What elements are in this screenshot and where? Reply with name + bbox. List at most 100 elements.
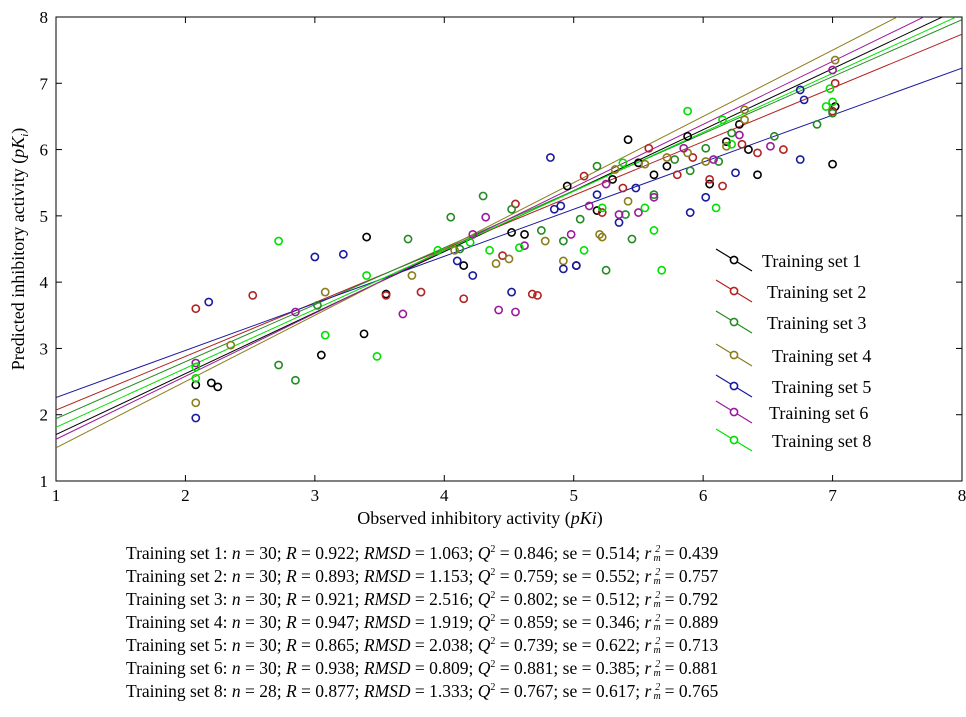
stat-line: Training set 6: n = 30; R = 0.938; RMSD … [126,653,946,679]
data-point [310,252,320,262]
data-point [481,212,491,222]
y-tick-label: 6 [40,141,49,160]
x-tick-label: 7 [828,486,837,505]
stat-rm2-value: = 0.881 [660,658,719,678]
y-tick-label: 7 [40,74,49,93]
data-point [485,245,494,255]
legend-marker [729,317,739,327]
data-point [206,378,216,388]
data-point [248,290,258,300]
x-tick-label: 4 [440,486,449,505]
data-point [631,183,641,193]
data-point [558,264,568,274]
stat-rmsd-value: = 0.809; [410,658,478,678]
data-point [623,135,633,145]
stat-rm2-r: r [644,589,652,609]
data-point [459,261,469,270]
stat-set-name: Training set 3: [126,589,232,609]
data-point [627,234,637,244]
x-tick-label: 1 [52,486,61,505]
stat-n-label: n [231,566,241,586]
stat-rm2-value: = 0.439 [660,543,719,563]
data-point [623,196,633,206]
stat-r-label: R [285,566,297,586]
stat-se-value: se = 0.552; [562,566,645,586]
data-point [688,153,698,162]
stat-r-value: = 0.947; [296,612,364,632]
stat-n-value: = 30; [240,589,286,609]
stat-r-value: = 0.865; [296,635,364,655]
data-point [403,234,413,244]
stat-q2-value: = 0.846; [495,543,563,563]
data-point [828,108,837,118]
data-point [737,139,747,149]
stat-set-name: Training set 8: [126,681,232,701]
legend-label: Training set 6 [769,403,868,423]
data-point [828,97,837,107]
data-point [507,287,516,297]
data-point [685,208,695,217]
stat-rm2-r: r [644,612,652,632]
stat-set-name: Training set 4: [126,612,232,632]
data-point [536,226,546,235]
x-tick-label: 8 [958,486,966,505]
data-point [734,130,744,140]
stat-rmsd-label: RMSD [363,612,411,632]
data-point [320,330,330,340]
stat-rm2-sup: 2 [655,590,661,601]
data-point [571,261,581,270]
data-point [204,297,214,307]
data-point [672,170,682,180]
x-tick-label: 6 [699,486,708,505]
stat-r-label: R [285,589,297,609]
data-point [705,179,715,189]
data-point [592,161,602,171]
data-point [679,143,689,153]
data-point [191,304,201,314]
stat-q2-label: Q [477,543,491,563]
plot-area [55,16,963,482]
stat-rmsd-value: = 1.153; [410,566,478,586]
data-point [778,145,788,154]
data-point [795,85,805,95]
x-tick-label: 5 [569,486,578,505]
stat-line: Training set 3: n = 30; R = 0.921; RMSD … [126,584,946,610]
scatter-chart: 1 2 3 4 5 6 7 8 1 2 3 4 5 6 7 8 Observed inhibitory ac… [8,8,966,529]
stat-rmsd-value: = 1.063; [410,543,478,563]
data-point [734,119,744,129]
stat-n-value: = 30; [240,658,286,678]
data-point [575,214,585,224]
data-point [744,145,753,154]
stat-n-label: n [231,658,241,678]
data-point [527,289,537,299]
stat-set-name: Training set 6: [126,658,232,678]
data-point [446,212,456,222]
data-points [191,55,840,423]
stat-q2-value: = 0.739; [495,635,563,655]
y-tick-label: 4 [40,273,49,292]
stat-rm2-value: = 0.713 [660,635,719,655]
legend-marker [729,381,739,391]
regression-line [56,17,899,449]
data-point [558,236,568,246]
data-point [753,148,762,158]
stat-line: Training set 2: n = 30; R = 0.893; RMSD … [126,561,946,587]
stat-rm2-r: r [644,681,652,701]
regression-lines [56,17,962,449]
stat-r-value: = 0.877; [296,681,364,701]
data-point [683,131,693,141]
stat-se-value: se = 0.346; [562,612,645,632]
data-point [828,159,837,169]
data-point [468,230,478,239]
y-tick-label: 2 [40,406,49,425]
data-point [731,168,740,178]
legend-label: Training set 3 [767,313,866,333]
data-point [566,230,576,239]
stat-q2-label: Q [477,635,491,655]
x-axis-label: Observed inhibitory activity (pKi) [357,508,602,529]
stat-se-value: se = 0.617; [562,681,645,701]
stat-set-name: Training set 1: [126,543,232,563]
stat-line: Training set 4: n = 30; R = 0.947; RMSD … [126,607,946,633]
data-point [821,102,831,111]
